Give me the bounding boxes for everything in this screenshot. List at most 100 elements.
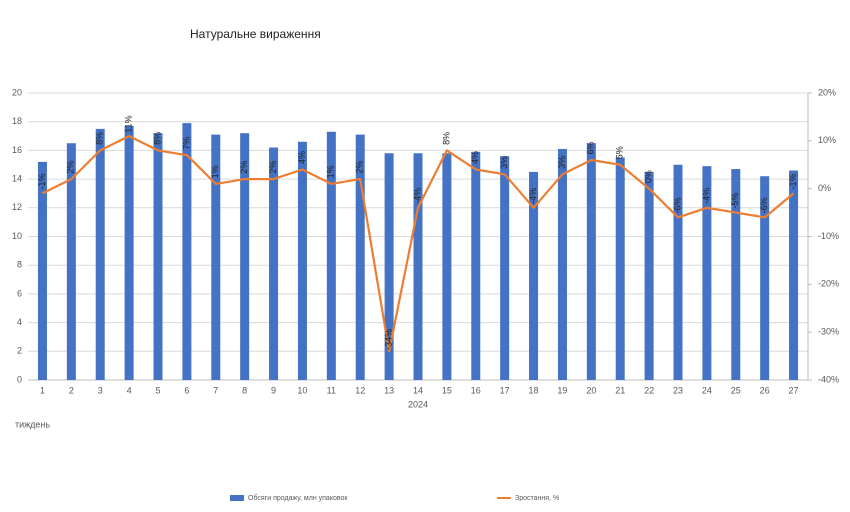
legend-label: Обсяги продажу, млн упаковок — [248, 494, 348, 502]
value-label: 8% — [441, 132, 451, 145]
bar — [615, 157, 625, 380]
value-label: -6% — [672, 197, 682, 213]
y-tick-label: 12 — [12, 202, 22, 212]
x-tick-label: 12 — [355, 385, 365, 395]
value-label: 7% — [181, 137, 191, 150]
y-tick-label: 0 — [17, 374, 22, 384]
line — [41, 135, 795, 353]
x-tick-label: 6 — [184, 385, 189, 395]
bar — [124, 126, 134, 380]
bar — [326, 131, 336, 380]
bar — [95, 128, 105, 380]
value-label: 6% — [586, 141, 596, 154]
bar — [355, 134, 365, 380]
bar — [182, 123, 192, 380]
value-label: 1% — [210, 165, 220, 178]
value-label: 4% — [297, 151, 307, 164]
x-axis-label: тиждень — [15, 419, 50, 429]
x-tick-label: 13 — [384, 385, 394, 395]
x-tick-label: 27 — [789, 385, 799, 395]
x-tick-label: 9 — [271, 385, 276, 395]
bar — [442, 153, 452, 380]
value-label: 8% — [152, 132, 162, 145]
value-label: 1% — [326, 165, 336, 178]
legend-label: Зростання, % — [515, 495, 559, 502]
value-label: 4% — [470, 151, 480, 164]
bar — [586, 143, 596, 380]
x-tick-label: 5 — [155, 385, 160, 395]
bar — [673, 164, 683, 380]
y-tick-label: 14 — [12, 173, 22, 183]
x-tick-label: 14 — [413, 385, 423, 395]
x-tick-label: 20 — [586, 385, 596, 395]
x-tick-label: 15 — [442, 385, 452, 395]
value-label: 11% — [123, 115, 133, 132]
bar — [240, 133, 250, 380]
x-tick-label: 22 — [644, 385, 654, 395]
x-tick-label: 25 — [731, 385, 741, 395]
bar — [211, 134, 221, 380]
x-tick-label: 17 — [500, 385, 510, 395]
x-tick-label: 3 — [98, 385, 103, 395]
value-label: -5% — [730, 193, 740, 209]
bar — [789, 170, 799, 380]
x-tick-label: 11 — [327, 385, 336, 395]
y-tick-label: 10 — [12, 231, 22, 241]
y2-tick-label: 10% — [818, 135, 836, 145]
value-label: -1% — [37, 173, 47, 189]
y-tick-label: 20 — [12, 87, 22, 97]
bar — [37, 161, 47, 380]
x-tick-label: 7 — [213, 385, 218, 395]
bar — [644, 171, 654, 380]
value-label: 2% — [355, 161, 365, 174]
bar — [529, 171, 539, 380]
value-label: -4% — [412, 188, 422, 204]
bar — [471, 151, 481, 380]
bar — [269, 147, 279, 380]
x-tick-label: 24 — [702, 385, 712, 395]
bar — [702, 166, 712, 380]
value-label: 8% — [95, 132, 105, 145]
bar — [500, 156, 510, 380]
bar — [557, 148, 567, 380]
bar — [297, 141, 307, 380]
x-tick-label: 21 — [615, 385, 625, 395]
value-label: 2% — [268, 161, 278, 174]
y2-tick-label: -20% — [818, 279, 839, 289]
value-label: 2% — [239, 161, 249, 174]
bar — [731, 169, 741, 380]
x-tick-label: 10 — [297, 385, 307, 395]
value-label: 3% — [557, 156, 567, 169]
value-label: -1% — [788, 173, 798, 189]
x-group-label: 2024 — [408, 399, 428, 409]
y-tick-label: 6 — [17, 288, 22, 298]
value-label: 5% — [615, 146, 625, 159]
value-label: -6% — [759, 197, 769, 213]
x-tick-label: 19 — [557, 385, 567, 395]
y-tick-label: 18 — [12, 116, 22, 126]
x-tick-label: 26 — [760, 385, 770, 395]
legend-swatch — [230, 495, 244, 501]
y2-tick-label: -10% — [818, 231, 839, 241]
y2-tick-label: 20% — [818, 87, 836, 97]
bar — [384, 153, 394, 380]
bar — [760, 176, 770, 380]
y-tick-label: 2 — [17, 346, 22, 356]
x-tick-label: 16 — [471, 385, 481, 395]
y2-tick-label: -40% — [818, 374, 839, 384]
value-label: 0% — [643, 170, 653, 183]
x-tick-label: 4 — [127, 385, 132, 395]
x-tick-label: 18 — [529, 385, 539, 395]
value-label: 3% — [499, 156, 509, 169]
y-tick-label: 4 — [17, 317, 22, 327]
bar — [413, 153, 423, 380]
bar — [153, 133, 163, 380]
x-tick-label: 8 — [242, 385, 247, 395]
bar — [66, 143, 76, 380]
value-label: -34% — [383, 329, 393, 350]
chart-title: Натуральне вираження — [190, 27, 321, 41]
y-tick-label: 16 — [12, 145, 22, 155]
y2-tick-label: 0% — [818, 183, 831, 193]
y2-tick-label: -30% — [818, 327, 839, 337]
